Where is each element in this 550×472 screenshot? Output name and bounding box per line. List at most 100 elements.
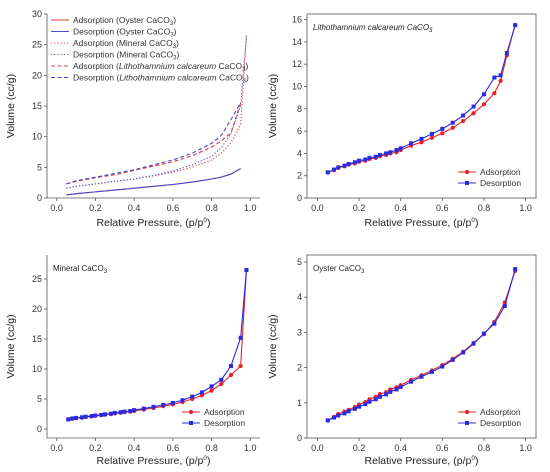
data-point: [74, 415, 79, 420]
data-point: [122, 409, 127, 414]
legend-entry: Adsorption: [204, 407, 245, 417]
data-point: [394, 148, 399, 153]
x-axis-label: Relative Pressure, (p/p0): [97, 455, 211, 467]
x-tick-label: 0.0: [50, 443, 63, 453]
y-tick-label: 1: [297, 398, 302, 408]
data-point: [342, 411, 347, 416]
data-point: [429, 131, 434, 136]
data-point: [209, 384, 214, 389]
y-tick-label: 10: [32, 132, 42, 142]
data-point: [363, 157, 368, 162]
x-tick-label: 0.0: [311, 203, 324, 213]
data-point: [367, 399, 372, 404]
legend-marker: [465, 181, 469, 185]
legend-entry: Desorption (Lithothamnium calcareum CaCO…: [73, 73, 249, 85]
data-point: [244, 268, 249, 272]
data-point: [440, 364, 445, 369]
data-point: [367, 155, 372, 160]
x-tick-label: 0.6: [167, 203, 180, 213]
legend-entry: Desorption (Oyster CaCO3): [73, 27, 177, 39]
data-point: [450, 125, 455, 130]
legend-entry: Adsorption: [480, 167, 521, 177]
data-point: [440, 131, 445, 136]
data-point: [502, 304, 507, 309]
series-1: [66, 168, 241, 196]
data-point: [498, 78, 503, 84]
data-point: [377, 394, 382, 399]
x-axis-label: Relative Pressure, (p/p0): [97, 217, 211, 229]
data-point: [419, 374, 424, 379]
y-tick-label: 5: [297, 257, 302, 267]
data-point: [228, 372, 234, 378]
data-point: [190, 394, 195, 399]
panel-title: Lithothamnium calcareum CaCO3: [313, 23, 433, 34]
data-point: [504, 51, 509, 56]
series-line: [68, 269, 247, 420]
data-point: [151, 404, 156, 409]
data-point: [461, 118, 466, 124]
data-point: [103, 412, 108, 417]
y-tick-label: 10: [292, 81, 302, 91]
x-axis-label: Relative Pressure, (p/p0): [365, 217, 479, 229]
data-point: [132, 408, 137, 413]
x-tick-label: 0.0: [311, 443, 324, 453]
y-tick-label: 20: [32, 304, 42, 314]
data-point: [180, 398, 185, 403]
data-point: [346, 409, 351, 414]
data-point: [373, 397, 378, 402]
x-tick-label: 0.6: [436, 203, 449, 213]
data-point: [377, 153, 382, 158]
data-point: [409, 141, 414, 146]
x-tick-label: 1.0: [519, 203, 532, 213]
data-point: [161, 403, 166, 407]
y-tick-label: 10: [32, 364, 42, 374]
legend-marker: [464, 409, 470, 415]
data-point: [419, 140, 424, 145]
y-tick-label: 4: [297, 148, 302, 158]
y-tick-label: 0: [297, 193, 302, 203]
data-point: [363, 402, 368, 407]
y-axis-label: Volume (cc/g): [5, 74, 17, 138]
plot-frame: [306, 254, 537, 439]
panel-title: Mineral CaCO3: [53, 264, 108, 275]
x-tick-label: 1.0: [519, 443, 532, 453]
x-axis-label: Relative Pressure, (p/p0): [365, 455, 479, 467]
data-point: [384, 392, 389, 397]
y-tick-label: 2: [297, 171, 302, 181]
series-line: [66, 35, 247, 189]
series-line: [327, 268, 516, 421]
data-point: [481, 102, 487, 107]
data-point: [429, 369, 434, 374]
data-point: [70, 416, 75, 421]
y-tick-label: 20: [32, 70, 42, 80]
series-2: [325, 267, 518, 423]
series-line: [327, 25, 516, 173]
x-tick-label: 0.2: [353, 203, 366, 213]
legend-entry: Desorption: [480, 418, 521, 428]
legend-entry: Adsorption (Lithothamnium calcareum CaCO…: [73, 61, 249, 73]
series-1: [66, 267, 249, 422]
chart-panel-4: 0.0 0.2 0.4 0.6 0.8 1.0 0 1 2 3 4 5 Relative Pressur…: [267, 254, 537, 467]
legend-marker: [189, 421, 193, 425]
data-point: [357, 158, 362, 163]
data-point: [357, 404, 362, 409]
y-tick-label: 15: [32, 101, 42, 111]
legend: Adsorption (Oyster CaCO3)Desorption (Oys…: [51, 15, 249, 85]
data-point: [219, 377, 224, 382]
data-point: [498, 73, 503, 78]
data-point: [79, 415, 84, 420]
y-tick-label: 16: [292, 15, 302, 25]
data-point: [513, 267, 518, 272]
legend-entry: Adsorption (Oyster CaCO3): [73, 15, 176, 27]
data-point: [471, 104, 476, 109]
data-point: [388, 389, 393, 394]
data-point: [471, 341, 476, 346]
data-point: [388, 150, 393, 155]
data-point: [346, 161, 351, 166]
y-tick-label: 0: [37, 193, 42, 203]
data-point: [461, 113, 466, 118]
data-point: [513, 23, 518, 28]
x-tick-label: 0.4: [128, 443, 141, 453]
